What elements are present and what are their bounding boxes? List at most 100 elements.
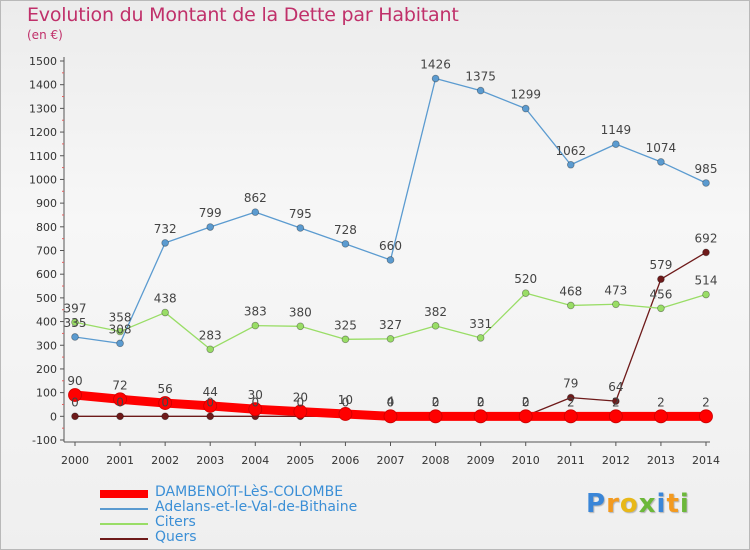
y-tick-label: 1000 xyxy=(29,173,57,186)
data-label-3: 0 xyxy=(206,395,214,409)
data-point-0 xyxy=(473,409,488,424)
data-label-3: 79 xyxy=(563,377,578,391)
data-point-3 xyxy=(116,412,124,421)
data-label-0: 0 xyxy=(477,395,485,409)
data-label-1: 308 xyxy=(109,322,132,336)
data-label-3: 2 xyxy=(477,395,485,409)
data-point-2 xyxy=(251,321,260,330)
y-tick-label: 400 xyxy=(36,316,57,329)
y-tick-label: 1200 xyxy=(29,126,57,139)
data-label-3: 2 xyxy=(432,395,440,409)
data-point-2 xyxy=(521,289,530,297)
data-point-1 xyxy=(386,256,395,264)
x-tick-label: 2010 xyxy=(512,454,540,467)
data-label-3: 0 xyxy=(161,395,169,409)
data-point-0 xyxy=(338,407,353,421)
data-label-0: 20 xyxy=(293,391,308,405)
data-label-2: 456 xyxy=(649,287,672,301)
data-label-3: 692 xyxy=(695,231,718,245)
data-point-1 xyxy=(161,239,169,247)
x-tick-label: 2013 xyxy=(647,454,675,467)
data-label-2: 325 xyxy=(334,318,357,332)
data-point-1 xyxy=(657,158,665,166)
data-point-0 xyxy=(428,409,443,424)
y-tick-label: 1100 xyxy=(29,150,57,163)
data-point-0 xyxy=(699,409,713,424)
data-point-2 xyxy=(612,300,620,309)
data-point-3 xyxy=(612,397,620,405)
data-label-1: 1426 xyxy=(420,58,451,72)
data-point-2 xyxy=(296,322,305,331)
data-label-0: 30 xyxy=(248,388,263,402)
logo-letter: i xyxy=(656,489,667,519)
y-tick-label: 300 xyxy=(36,339,57,352)
data-label-1: 799 xyxy=(199,206,222,220)
legend-swatch-citers xyxy=(100,523,148,525)
data-label-0: 2 xyxy=(567,395,575,409)
data-label-2: 468 xyxy=(559,284,582,298)
data-point-1 xyxy=(296,224,305,232)
data-point-2 xyxy=(116,327,124,336)
data-point-1 xyxy=(341,240,350,248)
data-label-0: 56 xyxy=(158,382,173,396)
data-label-2: 438 xyxy=(154,292,177,306)
data-label-3: 0 xyxy=(116,395,124,409)
chart-subtitle: (en €) xyxy=(27,28,63,42)
legend-label-dambenoit: DAMBENOîT-LèS-COLOMBE xyxy=(155,484,344,500)
data-label-3: 0 xyxy=(342,395,350,409)
data-point-0 xyxy=(293,404,308,419)
data-label-0: 72 xyxy=(112,378,127,392)
data-label-3: 0 xyxy=(71,395,79,409)
y-tick-label: 100 xyxy=(36,387,57,400)
y-tick-label: 900 xyxy=(36,197,57,210)
data-label-0: 0 xyxy=(387,395,395,409)
chart-title: Evolution du Montant de la Dette par Hab… xyxy=(27,4,459,26)
data-label-2: 327 xyxy=(379,318,402,332)
logo-letter: r xyxy=(606,489,620,519)
data-label-2: 358 xyxy=(109,311,132,325)
data-point-1 xyxy=(476,86,485,95)
data-label-3: 0 xyxy=(251,395,259,409)
y-tick-label: 500 xyxy=(36,292,57,305)
x-tick-label: 2011 xyxy=(557,454,585,467)
data-point-0 xyxy=(203,398,218,413)
y-tick-label: 1300 xyxy=(29,102,57,115)
data-point-0 xyxy=(248,402,263,417)
data-label-0: 2 xyxy=(702,395,710,409)
data-label-0: 2 xyxy=(612,395,620,409)
data-label-2: 283 xyxy=(199,328,222,342)
logo-letter: x xyxy=(638,489,657,519)
y-tick-label: 700 xyxy=(36,245,57,258)
legend-label-quers: Quers xyxy=(155,529,197,545)
data-point-3 xyxy=(161,412,169,421)
logo-letter: i xyxy=(679,489,690,519)
data-point-2 xyxy=(702,290,710,299)
x-tick-label: 2000 xyxy=(61,454,89,467)
data-label-1: 1062 xyxy=(556,144,587,158)
data-point-3 xyxy=(702,248,710,257)
data-label-0: 10 xyxy=(338,393,353,407)
data-label-1: 1149 xyxy=(601,123,632,137)
data-point-0 xyxy=(563,409,578,424)
y-tick-label: 0 xyxy=(50,410,57,423)
y-tick-label: 1400 xyxy=(29,79,57,92)
data-point-2 xyxy=(386,335,395,343)
legend-swatch-quers xyxy=(100,538,148,540)
data-label-2: 383 xyxy=(244,305,267,319)
data-point-1 xyxy=(612,140,620,148)
data-label-1: 1074 xyxy=(646,141,677,155)
data-label-0: 0 xyxy=(522,395,530,409)
data-label-2: 514 xyxy=(695,274,718,288)
data-point-2 xyxy=(71,318,79,327)
legend-swatch-dambenoit xyxy=(100,490,148,498)
data-point-1 xyxy=(521,104,530,113)
x-tick-label: 2009 xyxy=(467,454,495,467)
data-label-0: 90 xyxy=(67,374,82,388)
data-label-2: 380 xyxy=(289,305,312,319)
x-tick-label: 2007 xyxy=(377,454,405,467)
data-label-2: 473 xyxy=(604,283,627,297)
data-label-1: 795 xyxy=(289,207,312,221)
data-label-3: 64 xyxy=(608,380,623,394)
data-point-0 xyxy=(383,409,398,424)
data-point-1 xyxy=(431,74,440,83)
